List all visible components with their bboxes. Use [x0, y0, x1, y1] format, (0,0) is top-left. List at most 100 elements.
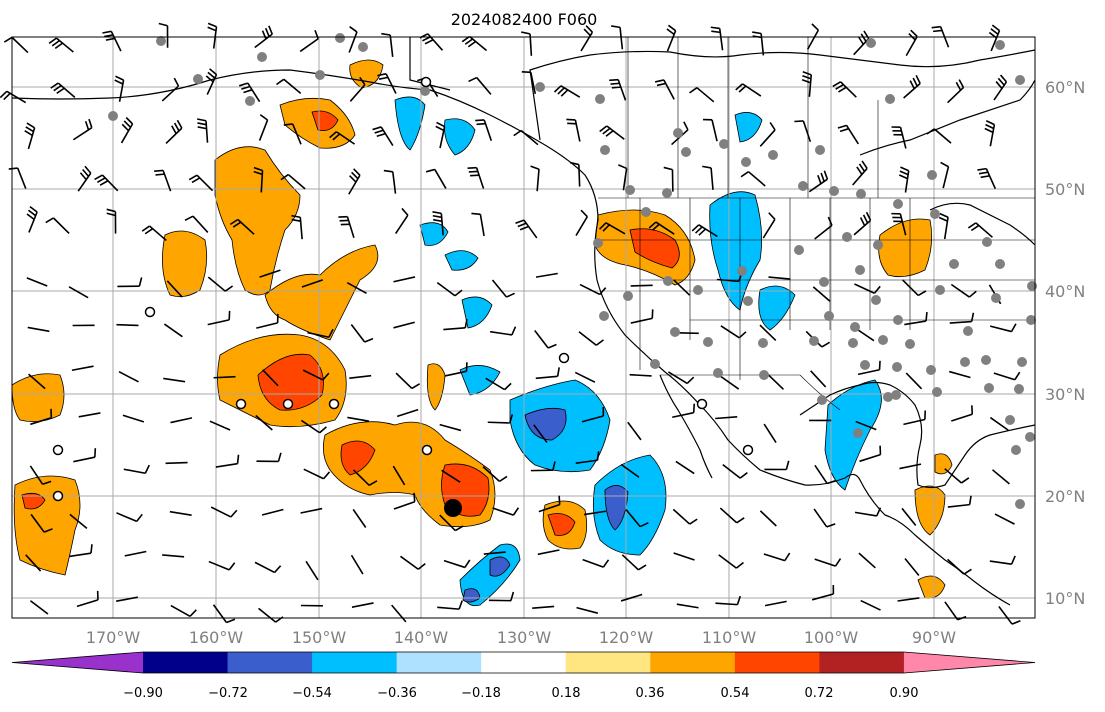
wind-barb — [949, 370, 971, 379]
wind-barb — [165, 461, 188, 465]
wind-barb — [855, 327, 875, 342]
open-circle-marker — [420, 76, 432, 88]
wind-barb — [993, 74, 1008, 101]
station-dot — [1017, 357, 1027, 367]
station-dot — [703, 337, 713, 347]
wind-barb — [28, 373, 46, 390]
light-blue-region — [444, 118, 476, 156]
wind-barb — [102, 30, 122, 52]
red-orange-region — [257, 353, 324, 411]
wind-barb — [553, 85, 581, 98]
wind-barbs — [0, 22, 1021, 625]
lon-label: 110°W — [702, 628, 757, 647]
wind-barb — [475, 119, 493, 142]
wind-barb — [566, 118, 581, 142]
wind-barb — [854, 283, 881, 294]
wind-barb — [625, 509, 649, 528]
open-circle-marker — [52, 490, 64, 502]
wind-barb — [813, 508, 836, 528]
wind-barb — [439, 514, 464, 532]
wind-barb — [575, 451, 600, 465]
station-dot — [595, 94, 605, 104]
wind-barb — [620, 593, 643, 602]
wind-barb — [393, 321, 415, 329]
red-orange-region — [21, 492, 46, 510]
colorbar-label: −0.54 — [292, 686, 332, 701]
wind-barb — [163, 323, 183, 338]
wind-barb — [672, 403, 696, 419]
orange-region — [214, 146, 301, 296]
wind-barb — [483, 551, 506, 555]
wind-barb — [256, 452, 282, 463]
station-dot — [935, 285, 945, 295]
wind-barb — [106, 208, 117, 234]
colorbar-segment — [819, 652, 905, 673]
wind-barb — [764, 600, 787, 607]
station-dot — [1015, 499, 1025, 509]
wind-barb — [702, 165, 714, 190]
wind-barb — [579, 283, 607, 296]
wind-barb — [905, 372, 923, 390]
station-dot — [932, 387, 942, 397]
wind-barb — [123, 464, 150, 475]
wind-barb — [949, 312, 975, 324]
wind-barb — [435, 121, 446, 149]
lat-label: 40°N — [1045, 282, 1085, 301]
wind-barb — [814, 216, 833, 240]
wind-barb — [853, 211, 872, 236]
station-dot — [599, 311, 609, 321]
wind-barb — [535, 367, 560, 380]
wind-barb — [951, 405, 974, 422]
wind-barb — [329, 131, 356, 145]
wind-barb — [814, 558, 842, 567]
wind-barb — [25, 554, 42, 572]
station-dot — [892, 362, 902, 372]
lat-label: 10°N — [1045, 589, 1085, 608]
station-dot — [819, 277, 829, 287]
wind-barb — [903, 75, 921, 99]
colorbar-extend-low — [12, 652, 143, 673]
station-dot — [878, 335, 888, 345]
wind-barb — [169, 510, 192, 516]
wind-barb — [27, 326, 50, 333]
wind-barb — [599, 125, 625, 140]
wind-barb — [630, 284, 653, 287]
station-dot — [420, 86, 430, 96]
station-dot — [741, 157, 751, 167]
station-dot — [358, 42, 368, 52]
red-orange-region — [629, 228, 680, 269]
wind-barb — [436, 281, 463, 297]
wind-barb — [73, 448, 97, 463]
station-dot — [315, 70, 325, 80]
colorbar-outline — [11, 651, 1036, 674]
mid-blue-region — [524, 407, 567, 441]
wind-barb — [352, 508, 367, 528]
station-dot — [866, 38, 876, 48]
wind-barb — [759, 510, 777, 527]
light-blue-region — [758, 285, 796, 331]
open-circle-marker — [282, 398, 294, 410]
wind-barb — [212, 604, 236, 624]
wind-barb — [72, 118, 93, 141]
wind-barb — [348, 26, 358, 53]
station-dot — [995, 259, 1005, 269]
wind-barb — [262, 369, 279, 387]
lat-label: 50°N — [1045, 180, 1085, 199]
wind-barb — [582, 558, 610, 568]
light-blue-region — [734, 112, 763, 143]
colorbar-segment — [143, 652, 229, 673]
wind-barb — [718, 554, 744, 569]
station-dot — [842, 232, 852, 242]
wind-barb — [205, 68, 218, 95]
wind-barb — [69, 544, 93, 558]
wind-barb — [576, 606, 599, 614]
wind-barb — [300, 419, 327, 434]
wind-barb — [491, 279, 515, 298]
wind-barb — [530, 165, 540, 192]
wind-barb — [26, 205, 38, 233]
station-dot — [794, 245, 804, 255]
wind-barb — [901, 507, 917, 527]
wind-barb — [124, 550, 147, 557]
colorbar-segment — [650, 652, 736, 673]
wind-barb — [26, 277, 48, 287]
